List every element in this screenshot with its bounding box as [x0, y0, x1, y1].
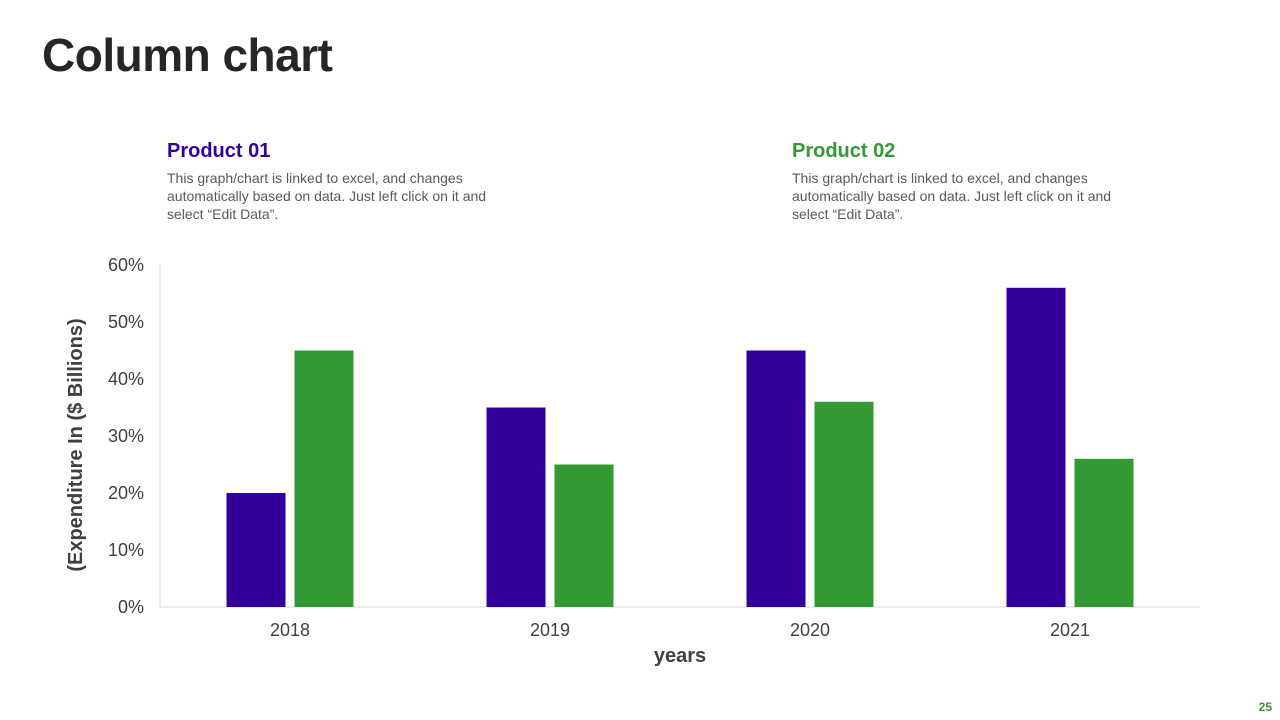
y-tick-label: 40% [108, 369, 144, 389]
bar-product-01-2020 [746, 350, 806, 607]
bar-product-01-2018 [226, 493, 286, 607]
x-tick-label: 2020 [790, 620, 830, 640]
y-tick-label: 10% [108, 540, 144, 560]
y-tick-label: 0% [118, 597, 144, 617]
x-tick-label: 2019 [530, 620, 570, 640]
legend-desc-product-01: This graph/chart is linked to excel, and… [167, 170, 487, 222]
y-tick-label: 60% [108, 255, 144, 275]
page-number: 25 [1258, 700, 1272, 714]
legend-title-product-01: Product 01 [167, 140, 271, 162]
x-tick-label: 2018 [270, 620, 310, 640]
x-tick-label: 2021 [1050, 620, 1090, 640]
bar-product-02-2020 [814, 401, 874, 607]
legend-desc-product-02: This graph/chart is linked to excel, and… [792, 170, 1112, 222]
bar-product-01-2019 [486, 407, 546, 607]
bar-product-02-2018 [294, 350, 354, 607]
y-tick-label: 50% [108, 312, 144, 332]
bar-product-02-2021 [1074, 458, 1134, 607]
legend-title-product-02: Product 02 [792, 140, 896, 162]
y-tick-label: 20% [108, 483, 144, 503]
y-axis-title: (Expenditure In ($ Billions) [65, 318, 87, 571]
bar-product-02-2019 [554, 464, 614, 607]
legend-product-02: Product 02 This graph/chart is linked to… [792, 140, 1122, 223]
page-title: Column chart [42, 29, 333, 81]
x-axis-title: years [654, 645, 706, 667]
legend-product-01: Product 01 This graph/chart is linked to… [167, 140, 497, 223]
bar-product-01-2021 [1006, 287, 1066, 607]
y-tick-label: 30% [108, 426, 144, 446]
